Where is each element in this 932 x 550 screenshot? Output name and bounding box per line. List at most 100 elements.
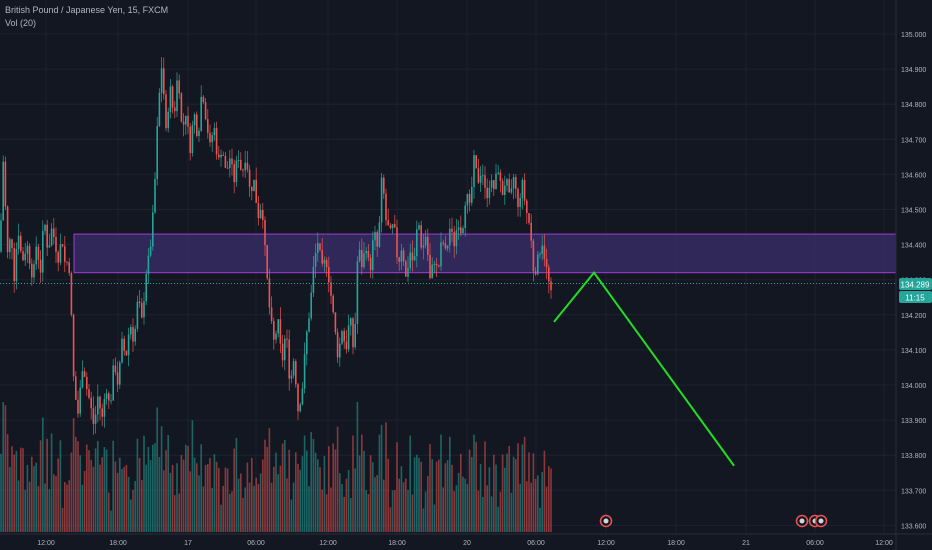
price-tick-label: 134.000 — [901, 383, 926, 390]
candle-body — [141, 303, 143, 318]
candle-body — [290, 375, 293, 379]
candle-body — [61, 244, 64, 247]
volume-bar — [53, 474, 55, 532]
candle-body — [541, 245, 543, 254]
candle-body — [484, 175, 486, 188]
candle-body — [312, 266, 315, 293]
price-tick-label: 133.700 — [901, 488, 926, 495]
candle-body — [114, 365, 117, 373]
volume-bar — [303, 435, 306, 532]
candle-body — [310, 292, 312, 319]
volume-bar — [174, 495, 176, 532]
candle-body — [2, 161, 4, 221]
volume-bar — [281, 443, 284, 532]
resistance-zone[interactable] — [73, 233, 897, 274]
volume-bar — [330, 487, 332, 532]
volume-bar — [314, 452, 317, 532]
candle-body — [264, 220, 266, 246]
volume-bar — [387, 458, 389, 532]
candle-body — [462, 228, 464, 234]
candle-body — [92, 408, 95, 424]
volume-bar — [55, 475, 57, 532]
volume-bar — [508, 446, 510, 532]
candle-body — [132, 327, 134, 342]
volume-bar — [6, 434, 9, 532]
volume-bar — [17, 480, 20, 532]
volume-bar — [416, 454, 418, 532]
candle-body — [147, 255, 150, 274]
candle-body — [218, 154, 220, 158]
time-axis[interactable]: 12:00 18:00 17 06:00 12:00 18:00 20 06:00 12:00 1… — [0, 533, 932, 547]
volume-bar — [418, 457, 420, 532]
volume-bar — [356, 402, 359, 532]
time-tick-label: 12:00 — [597, 540, 615, 547]
volume-bar — [143, 435, 145, 532]
volume-bar — [321, 489, 323, 532]
volume-bar — [20, 447, 22, 532]
volume-bar — [405, 478, 407, 532]
volume-bar — [0, 453, 2, 532]
candle-body — [468, 194, 471, 203]
volume-bar — [44, 483, 46, 532]
volume-bar — [259, 473, 262, 532]
volume-bar — [292, 482, 295, 532]
candle-body — [101, 408, 103, 417]
volume-bar — [378, 434, 381, 532]
volume-bar — [319, 467, 321, 532]
price-tick-label: 135.000 — [901, 32, 926, 39]
volume-bar — [484, 441, 486, 532]
volume-bar — [218, 467, 220, 532]
volume-bar — [328, 446, 330, 532]
volume-bar — [275, 452, 277, 532]
volume-bar — [512, 456, 515, 532]
volume-bar — [15, 450, 18, 532]
volume-bar — [383, 479, 385, 532]
candle-body — [90, 397, 92, 409]
candle-body — [361, 249, 363, 267]
projection-line[interactable] — [553, 271, 735, 467]
volume-bar — [341, 484, 343, 532]
volume-bar — [2, 402, 4, 532]
volume-bar — [160, 426, 163, 532]
candle-body — [37, 246, 40, 260]
candle-body — [88, 389, 90, 398]
candle-body — [270, 307, 273, 322]
event-markers[interactable] — [599, 514, 828, 528]
candle-body — [431, 264, 433, 279]
candle-body — [297, 384, 299, 412]
candle-body — [339, 343, 341, 358]
candle-body — [11, 239, 13, 249]
volume-bar — [264, 439, 266, 532]
volume-bar — [545, 486, 548, 532]
candle-body — [284, 338, 286, 361]
time-tick-label: 20 — [463, 540, 471, 547]
price-axis[interactable]: 135.000 134.900 134.800 134.700 134.600 134.5… — [895, 0, 932, 550]
volume-bar — [189, 471, 191, 532]
volume-bar — [130, 499, 132, 532]
volume-bar — [369, 455, 372, 532]
candle-body — [378, 222, 381, 247]
candle-body — [321, 250, 323, 264]
candle-body — [374, 232, 376, 241]
volume-bar — [345, 478, 348, 532]
volume-bar — [163, 470, 165, 532]
volume-bar — [211, 487, 213, 532]
volume-bar — [33, 466, 35, 532]
volume-bar — [343, 496, 345, 532]
volume-indicator-label[interactable]: Vol (20) — [5, 18, 37, 28]
candle-body — [4, 161, 7, 207]
candle-body — [262, 209, 264, 221]
volume-bar — [244, 487, 246, 532]
candle-body — [306, 331, 308, 355]
candle-body — [167, 111, 169, 129]
volume-bar — [125, 464, 128, 532]
candle-body — [314, 252, 317, 267]
candle-body — [409, 252, 411, 269]
candle-body — [497, 172, 499, 174]
volume-bar — [108, 492, 110, 532]
candle-body — [112, 365, 114, 401]
candle-body — [215, 127, 218, 155]
candle-body — [169, 86, 172, 112]
candle-body — [460, 227, 462, 234]
